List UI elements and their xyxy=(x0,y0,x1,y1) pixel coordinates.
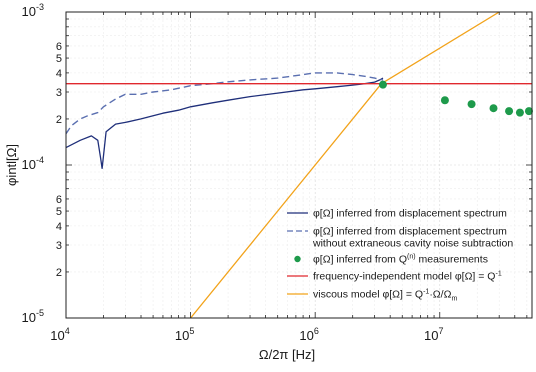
x-tick-mantissa: 10 xyxy=(175,328,189,343)
legend-label-sup: (n) xyxy=(407,254,416,261)
y-minor-tick-label: 2 xyxy=(56,267,62,279)
y-tick-exponent: -3 xyxy=(36,2,44,12)
y-minor-tick-label: 3 xyxy=(56,240,62,252)
legend-label-text: φ[Ω] inferred from displacement spectrum xyxy=(313,226,507,238)
x-tick-mantissa: 10 xyxy=(50,328,64,343)
legend-label: viscous model φ[Ω] = Q-1·Ω/Ωm xyxy=(313,289,457,303)
legend: φ[Ω] inferred from displacement spectrum… xyxy=(287,208,513,303)
x-tick-exponent: 7 xyxy=(438,326,443,336)
y-minor-tick-label: 5 xyxy=(56,206,62,218)
legend-label: φ[Ω] inferred from Q(n) measurements xyxy=(313,254,488,266)
y-tick-label: 10-3 xyxy=(22,2,44,19)
x-tick-mantissa: 10 xyxy=(424,328,438,343)
y-minor-tick-label: 4 xyxy=(56,68,62,80)
legend-label-sup: -1 xyxy=(423,289,429,296)
legend-label: φ[Ω] inferred from displacement spectrum xyxy=(313,208,507,220)
data-point xyxy=(489,104,498,113)
y-axis-title: φintl[Ω] xyxy=(4,144,19,186)
y-minor-tick-label: 3 xyxy=(56,87,62,99)
legend-label-tail: ·Ω/Ω xyxy=(429,289,451,301)
data-point xyxy=(378,80,387,89)
series-line-2 xyxy=(66,72,384,135)
data-point xyxy=(467,100,476,109)
legend-label-text: viscous model φ[Ω] = Q xyxy=(313,289,423,301)
y-tick-mantissa: 10 xyxy=(22,157,36,172)
x-tick-mantissa: 10 xyxy=(299,328,313,343)
x-tick-label: 104 xyxy=(50,326,69,343)
legend-marker xyxy=(294,255,301,263)
data-point xyxy=(440,96,449,105)
legend-label-line2: without extraneous cavity noise subtract… xyxy=(312,238,513,250)
y-tick-exponent: -4 xyxy=(36,155,44,165)
legend-label-text: frequency-independent model φ[Ω] = Q xyxy=(313,271,495,283)
x-tick-label: 107 xyxy=(424,326,443,343)
legend-label-text: φ[Ω] inferred from Q xyxy=(313,254,407,266)
x-tick-exponent: 4 xyxy=(65,326,70,336)
legend-label-tail: measurements xyxy=(416,254,488,266)
x-tick-label: 105 xyxy=(175,326,194,343)
legend-label-text: φ[Ω] inferred from displacement spectrum xyxy=(313,208,507,220)
data-point xyxy=(515,108,524,117)
legend-label: frequency-independent model φ[Ω] = Q-1 xyxy=(313,271,502,283)
data-point xyxy=(524,107,533,116)
x-tick-exponent: 5 xyxy=(189,326,194,336)
y-tick-exponent: -5 xyxy=(36,308,44,318)
y-tick-label: 10-5 xyxy=(22,308,44,325)
y-minor-tick-label: 5 xyxy=(56,53,62,65)
y-minor-tick-label: 4 xyxy=(56,221,62,233)
y-minor-tick-label: 6 xyxy=(56,41,62,53)
data-point xyxy=(505,107,514,116)
y-tick-label: 10-4 xyxy=(22,155,44,172)
y-tick-mantissa: 10 xyxy=(22,310,36,325)
x-tick-label: 106 xyxy=(299,326,318,343)
y-tick-mantissa: 10 xyxy=(22,4,36,19)
legend-label: φ[Ω] inferred from displacement spectrum xyxy=(313,226,507,238)
y-minor-tick-label: 6 xyxy=(56,194,62,206)
x-tick-exponent: 6 xyxy=(314,326,319,336)
legend-label-sub: m xyxy=(451,296,457,303)
y-minor-tick-label: 2 xyxy=(56,114,62,126)
legend-label-sup: -1 xyxy=(495,271,501,278)
x-axis-title: Ω/2π [Hz] xyxy=(259,347,315,362)
series-line-1 xyxy=(66,77,384,170)
